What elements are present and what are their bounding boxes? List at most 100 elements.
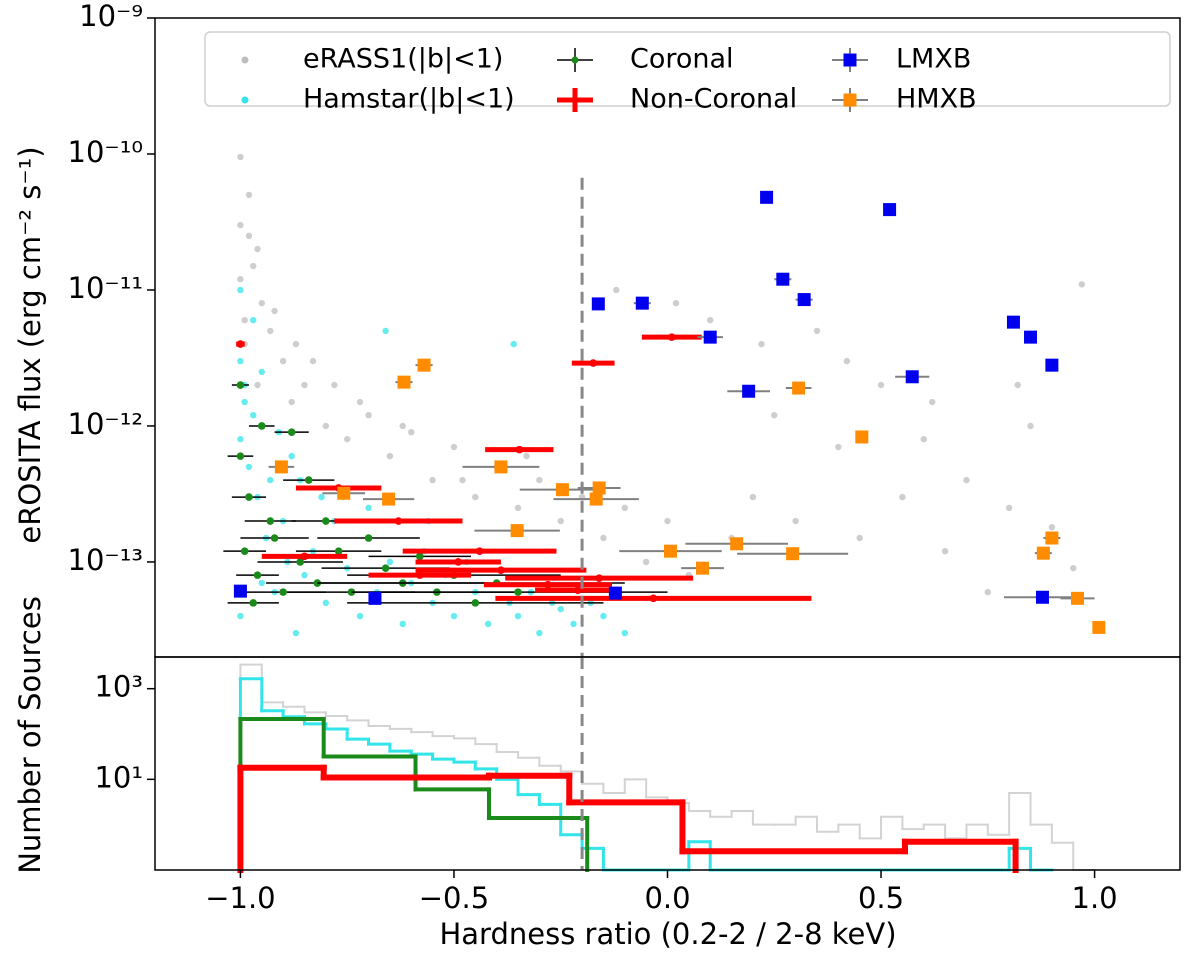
- point: [249, 599, 258, 607]
- point: [555, 483, 569, 497]
- point: [250, 262, 257, 270]
- point: [356, 398, 364, 406]
- point: [1005, 504, 1013, 512]
- point: [300, 552, 309, 561]
- point: [322, 599, 330, 607]
- point: [258, 579, 265, 587]
- point: [274, 460, 288, 474]
- point: [257, 422, 266, 430]
- point: [497, 566, 505, 574]
- point: [394, 517, 403, 525]
- x-tick-label: −1.0: [205, 881, 275, 915]
- point: [399, 422, 406, 430]
- point: [237, 612, 244, 620]
- point: [484, 620, 492, 628]
- point: [589, 359, 597, 367]
- point: [386, 558, 394, 566]
- point: [883, 203, 897, 217]
- point: [245, 493, 253, 501]
- point: [797, 293, 811, 307]
- point: [236, 340, 245, 348]
- point: [450, 612, 458, 620]
- point: [364, 534, 373, 542]
- point: [591, 297, 605, 311]
- point: [250, 411, 257, 419]
- point: [368, 591, 382, 605]
- x-tick-label: −0.5: [419, 881, 489, 915]
- point: [459, 476, 466, 484]
- point: [450, 443, 458, 451]
- point: [382, 492, 396, 506]
- point: [557, 605, 564, 613]
- point: [835, 443, 842, 451]
- point: [523, 452, 530, 460]
- legend-label: eRASS1(|b|<1): [303, 44, 503, 75]
- legend-box: [204, 31, 1171, 107]
- point: [1006, 315, 1020, 329]
- point: [536, 629, 543, 637]
- point: [237, 357, 244, 365]
- point: [515, 445, 524, 454]
- point: [570, 620, 577, 628]
- point: [475, 547, 484, 555]
- point: [663, 544, 677, 558]
- point: [245, 463, 253, 471]
- point: [415, 571, 424, 579]
- point: [1036, 546, 1050, 560]
- point: [749, 493, 757, 501]
- x-tick-label: 0.5: [858, 881, 904, 915]
- point: [365, 504, 372, 512]
- legend-marker: [843, 93, 857, 107]
- point: [254, 381, 261, 389]
- point: [301, 571, 308, 579]
- y-tick-label: 10⁻⁹: [79, 0, 143, 33]
- point: [649, 594, 658, 603]
- point: [813, 327, 821, 335]
- point: [1027, 422, 1034, 430]
- point: [454, 558, 463, 566]
- point: [557, 517, 564, 525]
- point: [365, 411, 372, 419]
- legend-marker: [571, 96, 579, 104]
- point: [322, 422, 330, 430]
- point: [963, 476, 970, 484]
- point: [318, 493, 325, 501]
- point: [703, 330, 717, 344]
- point: [267, 327, 274, 335]
- point: [776, 272, 790, 286]
- point: [258, 299, 265, 307]
- point: [536, 476, 543, 484]
- y-axis-label: eROSITA flux (erg cm⁻² s⁻¹): [13, 146, 47, 543]
- point: [250, 316, 257, 324]
- axes-frame: [154, 656, 1181, 871]
- point: [771, 411, 778, 419]
- point: [254, 245, 261, 253]
- point: [856, 534, 863, 542]
- y-axis-label: Number of Sources: [13, 596, 47, 874]
- x-tick-label: 0.0: [644, 881, 690, 915]
- legend-label: LMXB: [896, 44, 971, 75]
- point: [417, 358, 431, 372]
- point: [240, 547, 249, 555]
- point: [742, 384, 756, 398]
- point: [241, 398, 248, 406]
- legend-label: HMXB: [896, 84, 977, 115]
- y-tick-label: 10³: [94, 670, 143, 704]
- point: [322, 517, 330, 525]
- point: [592, 481, 606, 495]
- x-tick-label: 1.0: [1072, 881, 1118, 915]
- point: [253, 571, 262, 579]
- point: [237, 435, 244, 443]
- point: [574, 586, 582, 594]
- point: [237, 286, 244, 294]
- legend-label: Hamstar(|b|<1): [303, 84, 515, 115]
- point: [664, 517, 671, 525]
- point: [929, 398, 936, 406]
- point: [730, 537, 744, 551]
- point: [855, 430, 869, 444]
- point: [667, 333, 676, 341]
- point: [642, 558, 650, 566]
- legend-label: Non-Coronal: [630, 84, 797, 115]
